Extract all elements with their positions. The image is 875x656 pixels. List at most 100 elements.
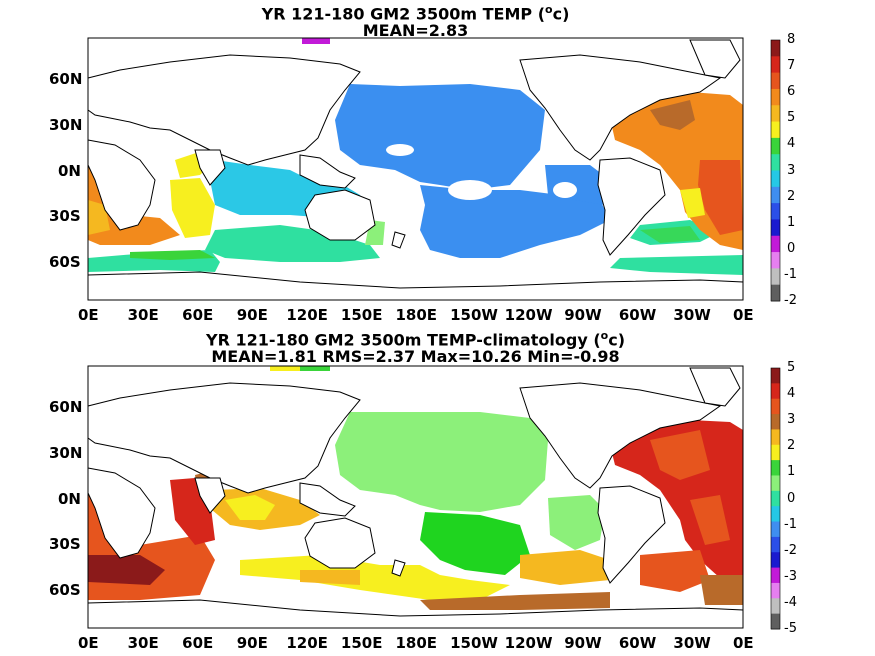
- panel2-title-line1: YR 121-180 GM2 3500m TEMP-climatology (o…: [205, 329, 626, 350]
- colorbar-swatch: [771, 268, 780, 286]
- colorbar-swatch: [771, 235, 780, 253]
- lon-label: 150W: [450, 634, 498, 652]
- colorbar-swatch: [771, 105, 780, 123]
- colorbar-tick-label: 8: [787, 32, 796, 47]
- colorbar-swatch: [771, 186, 780, 204]
- colorbar-tick-label: -1: [784, 266, 797, 282]
- panel2-map: [87, 365, 744, 629]
- lon-label: 30W: [673, 306, 711, 324]
- colorbar-tick-label: 5: [787, 360, 796, 375]
- colorbar-swatch: [771, 56, 780, 74]
- lon-label: 90E: [236, 306, 268, 324]
- panel1-title: YR 121-180 GM2 3500m TEMP (oc) MEAN=2.83: [88, 1, 743, 39]
- colorbar-swatch: [771, 444, 780, 461]
- colorbar-swatch: [771, 383, 780, 400]
- colorbar-tick-label: 2: [787, 188, 796, 204]
- panel1-title-line2: MEAN=2.83: [362, 21, 469, 41]
- colorbar-swatch: [771, 521, 780, 538]
- panel2-title-line2: MEAN=1.81 RMS=2.37 Max=10.26 Min=-0.98: [211, 347, 620, 367]
- colorbar-swatch: [771, 598, 780, 615]
- colorbar-swatch: [771, 460, 780, 476]
- colorbar-tick-label: 0: [787, 240, 796, 256]
- colorbar-swatch: [771, 72, 780, 90]
- colorbar-swatch: [771, 429, 780, 446]
- lon-label: 120W: [504, 634, 553, 652]
- colorbar-tick-label: -3: [784, 568, 797, 584]
- colorbar-tick-label: 3: [787, 412, 796, 428]
- colorbar-swatch: [771, 506, 780, 523]
- colorbar-swatch: [771, 88, 780, 106]
- colorbar-swatch: [771, 475, 780, 492]
- lon-label: 150E: [340, 306, 383, 324]
- colorbar-tick-label: 0: [787, 490, 796, 506]
- colorbar-tick-label: 4: [787, 136, 796, 152]
- colorbar-swatch: [771, 582, 780, 599]
- lon-label: 180E: [395, 306, 438, 324]
- colorbar-swatch: [771, 284, 780, 302]
- lat-label: 60S: [49, 581, 81, 599]
- colorbar-swatch: [771, 154, 780, 171]
- lon-label: 0E: [78, 634, 99, 652]
- lat-label: 0N: [58, 162, 81, 180]
- lon-label: 150E: [340, 634, 383, 652]
- colorbar-tick-label: -2: [784, 293, 797, 308]
- lon-label: 0E: [78, 306, 99, 324]
- colorbar-tick-label: -5: [784, 621, 797, 636]
- colorbar-tick-label: 3: [787, 162, 796, 178]
- colorbar-swatch: [771, 121, 780, 139]
- colorbar-outline: [770, 39, 781, 302]
- colorbar-swatch: [771, 398, 780, 415]
- colorbar-tick-label: 1: [787, 464, 796, 480]
- lon-label: 90W: [564, 306, 602, 324]
- colorbar-swatch: [771, 490, 780, 507]
- lat-label: 60N: [49, 398, 83, 416]
- panel2-title: YR 121-180 GM2 3500m TEMP-climatology (o…: [88, 327, 743, 365]
- lat-label: 0N: [58, 490, 81, 508]
- lat-label: 60N: [49, 70, 83, 88]
- lon-label: 30E: [127, 634, 159, 652]
- colorbar-tick-label: -2: [784, 542, 797, 558]
- colorbar-swatch: [771, 552, 780, 569]
- colorbar-swatch: [771, 170, 780, 188]
- colorbar-swatch: [771, 368, 780, 384]
- lon-label: 60E: [182, 306, 214, 324]
- colorbar-tick-label: 7: [787, 58, 796, 74]
- colorbar-swatch: [771, 613, 780, 630]
- lat-label: 30N: [49, 116, 83, 134]
- lon-label: 150W: [450, 306, 498, 324]
- colorbar-swatch: [771, 536, 780, 553]
- lon-label: 60W: [618, 306, 657, 324]
- colorbar-tick-label: -1: [784, 516, 797, 532]
- lon-label: 0E: [733, 306, 754, 324]
- lat-label: 60S: [49, 253, 81, 271]
- colorbar-swatch: [771, 219, 780, 237]
- lon-label: 90E: [236, 634, 268, 652]
- lon-label: 120E: [286, 306, 328, 324]
- colorbar-swatch: [771, 567, 780, 584]
- lon-label: 120W: [504, 306, 553, 324]
- lat-label: 30S: [49, 535, 81, 553]
- lat-label: 30S: [49, 207, 81, 225]
- lon-label: 30E: [127, 306, 159, 324]
- colorbar-swatch: [771, 252, 780, 269]
- lon-label: 0E: [733, 634, 754, 652]
- lon-label: 60E: [182, 634, 214, 652]
- colorbar-swatch: [771, 203, 780, 220]
- colorbar-tick-label: 1: [787, 214, 796, 230]
- lon-label: 120E: [286, 634, 328, 652]
- colorbar-tick-label: 6: [787, 84, 796, 100]
- panel1-map: [87, 37, 744, 301]
- lat-label: 30N: [49, 444, 83, 462]
- colorbar-tick-label: 2: [787, 438, 796, 454]
- lon-label: 180E: [395, 634, 438, 652]
- lon-label: 60W: [618, 634, 657, 652]
- lon-label: 30W: [673, 634, 711, 652]
- colorbar-swatch: [771, 414, 780, 430]
- colorbar-swatch: [771, 137, 780, 155]
- colorbar-outline: [770, 367, 781, 630]
- panel1-title-line1: YR 121-180 GM2 3500m TEMP (oc): [261, 3, 570, 24]
- colorbar-tick-label: -4: [784, 594, 797, 610]
- colorbar-tick-label: 5: [787, 110, 796, 126]
